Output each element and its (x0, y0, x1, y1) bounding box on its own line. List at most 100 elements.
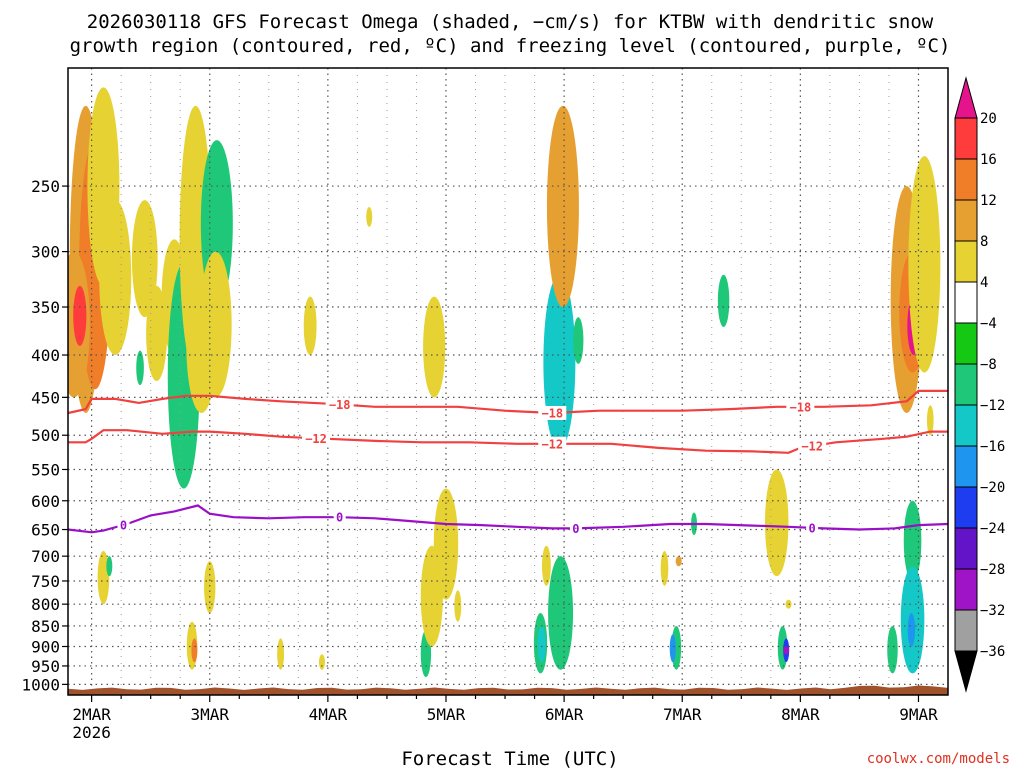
y-tick-label: 700 (31, 547, 60, 566)
omega-region (99, 200, 131, 355)
y-tick-label: 600 (31, 492, 60, 511)
contour-label: −12 (305, 432, 327, 446)
surface-terrain (68, 686, 948, 696)
colorbar-label: 16 (980, 152, 997, 168)
colorbar-label: −36 (980, 644, 1005, 660)
y-tick-label: 800 (31, 595, 60, 614)
omega-region (547, 106, 579, 307)
omega-region (538, 626, 546, 662)
omega-region (542, 546, 551, 586)
omega-region (765, 469, 788, 576)
colorbar-segment (955, 364, 977, 405)
omega-region (783, 647, 789, 655)
contour-label: 0 (809, 521, 816, 535)
y-tick-label: 1000 (21, 675, 60, 694)
x-tick-label: 5MAR (427, 705, 466, 724)
omega-region (434, 489, 458, 600)
contour-label: 0 (336, 511, 343, 525)
x-tick-label: 3MAR (190, 705, 229, 724)
y-tick-label: 500 (31, 426, 60, 445)
colorbar-label: −4 (980, 316, 997, 332)
omega-region (423, 297, 445, 398)
colorbar-segment (955, 405, 977, 446)
contour-label: −18 (541, 406, 563, 420)
omega-region (908, 613, 915, 646)
y-tick-label: 650 (31, 521, 60, 540)
colorbar-segment (955, 241, 977, 282)
colorbar-segment (955, 610, 977, 651)
colorbar-label: −16 (980, 439, 1005, 455)
colorbar-segment (955, 323, 977, 364)
y-tick-label: 750 (31, 572, 60, 591)
colorbar-label: −24 (980, 521, 1005, 537)
omega-chart: 2026030118 GFS Forecast Omega (shaded, −… (0, 0, 1024, 768)
omega-region (670, 634, 676, 662)
omega-region (304, 297, 317, 355)
y-axis: 250 300 350 400 450 500 550 600 650 700 750 800 850 9… (21, 177, 68, 694)
omega-region (191, 638, 197, 662)
credit-text: coolwx.com/models (867, 751, 1010, 767)
x-tick-label: 8MAR (781, 705, 820, 724)
omega-region (676, 556, 682, 566)
omega-region (718, 275, 729, 327)
x-axis-year: 2026 (72, 723, 111, 742)
omega-shading (58, 87, 940, 677)
x-tick-label: 4MAR (309, 705, 348, 724)
omega-region (200, 252, 232, 398)
contour-label: −18 (790, 400, 812, 414)
contour-label: 0 (120, 518, 127, 532)
colorbar-segment (955, 159, 977, 200)
omega-region (319, 654, 325, 669)
omega-region (908, 156, 940, 372)
contour-label: −12 (801, 440, 823, 454)
omega-region (136, 350, 144, 385)
contour-label: 0 (572, 522, 579, 536)
y-tick-label: 850 (31, 617, 60, 636)
colorbar-segment (955, 118, 977, 159)
y-tick-label: 400 (31, 346, 60, 365)
omega-region (548, 556, 573, 670)
omega-region (73, 286, 86, 346)
colorbar-segment (955, 569, 977, 610)
colorbar-label: −12 (980, 398, 1005, 414)
colorbar-segment (955, 528, 977, 569)
colorbar-segment (955, 282, 977, 323)
chart-title-line1: 2026030118 GFS Forecast Omega (shaded, −… (87, 11, 934, 33)
y-tick-label: 950 (31, 657, 60, 676)
y-tick-label: 900 (31, 638, 60, 657)
colorbar-label: 8 (980, 234, 988, 250)
x-axis-label: Forecast Time (UTC) (401, 748, 618, 768)
colorbar-segment (955, 200, 977, 241)
contour-label: −18 (329, 398, 351, 412)
colorbar-label: −32 (980, 603, 1005, 619)
colorbar-label: 12 (980, 193, 997, 209)
colorbar-top-arrow (955, 78, 977, 118)
omega-region (454, 590, 461, 621)
colorbar-segment (955, 487, 977, 528)
omega-region (106, 556, 112, 576)
colorbar-label: −20 (980, 480, 1005, 496)
colorbar-segment (955, 446, 977, 487)
colorbar-bottom-arrow (955, 651, 977, 691)
ground-surface (68, 686, 948, 696)
omega-region (366, 207, 372, 227)
y-tick-label: 300 (31, 243, 60, 262)
y-tick-label: 250 (31, 177, 60, 196)
colorbar-label: −8 (980, 357, 997, 373)
colorbar-label: 4 (980, 275, 988, 291)
colorbar: 20 16 12 8 4 −4 −8 −12 −16 −20 −24 −28 −32 −36 (955, 78, 1005, 691)
x-tick-label: 7MAR (663, 705, 702, 724)
x-axis: 2MAR 3MAR 4MAR 5MAR 6MAR 7MAR 8MAR 9MAR (72, 695, 938, 724)
x-tick-label: 6MAR (545, 705, 584, 724)
colorbar-label: 20 (980, 111, 997, 127)
omega-region (277, 638, 284, 669)
y-tick-label: 350 (31, 298, 60, 317)
omega-region (573, 317, 583, 364)
contour-label: −12 (541, 437, 563, 451)
x-tick-label: 9MAR (899, 705, 938, 724)
y-tick-label: 550 (31, 460, 60, 479)
omega-region (661, 551, 669, 586)
x-tick-label: 2MAR (72, 705, 111, 724)
chart-title-line2: growth region (contoured, red, ºC) and f… (70, 35, 951, 57)
colorbar-label: −28 (980, 562, 1005, 578)
